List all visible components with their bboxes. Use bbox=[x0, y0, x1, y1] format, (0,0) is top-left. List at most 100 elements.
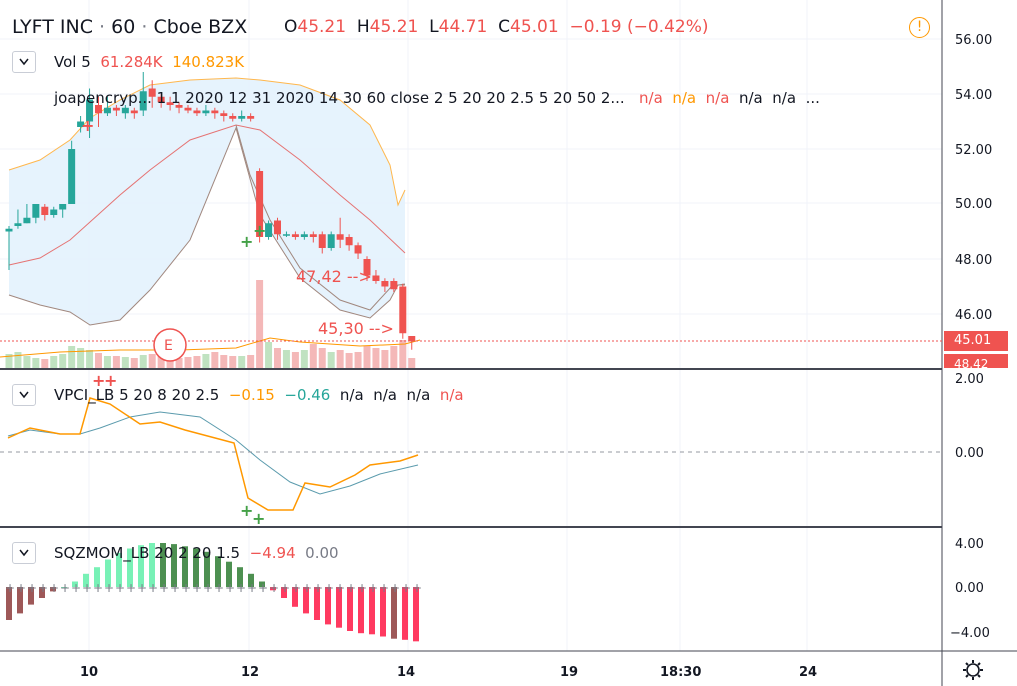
momentum-bar bbox=[369, 587, 375, 635]
earnings-label: E bbox=[164, 338, 173, 354]
squeeze-dot: + bbox=[115, 581, 125, 595]
vpci-line bbox=[7, 397, 419, 511]
time-axis[interactable]: 10 12 14 19 18:30 24 bbox=[80, 665, 817, 680]
annotation-47-42: 47,42 --> bbox=[296, 267, 372, 286]
momentum-bar bbox=[160, 543, 166, 587]
volume-bar bbox=[175, 358, 183, 368]
alert-icon[interactable]: ! bbox=[909, 17, 930, 38]
squeeze-dot: + bbox=[5, 581, 15, 595]
indicator-params: joapencryp... 1 1 2020 12 31 2020 14 30 … bbox=[54, 89, 625, 107]
squeeze-dot: + bbox=[324, 581, 334, 595]
momentum-bar bbox=[17, 587, 23, 614]
volume-bar bbox=[77, 348, 85, 368]
volume-bar bbox=[211, 352, 219, 368]
candle-body bbox=[265, 223, 273, 237]
volume-bar bbox=[300, 350, 308, 368]
squeeze-dot: + bbox=[269, 581, 279, 595]
candlestick-series bbox=[5, 72, 416, 350]
time-tick: 14 bbox=[397, 665, 415, 680]
volume-value: 61.284K bbox=[100, 53, 163, 71]
symbol-name[interactable]: LYFT INC bbox=[12, 16, 93, 38]
price-tick: 56.00 bbox=[955, 33, 992, 48]
candle-body bbox=[381, 281, 389, 287]
candle-body bbox=[211, 110, 219, 114]
collapse-vpci-button[interactable] bbox=[12, 384, 36, 406]
vpci-lines bbox=[7, 397, 419, 511]
volume-bar bbox=[318, 348, 326, 368]
squeeze-histogram: + + + + + + + + + + + + + + + + + + + + + + + + + + + + + + + + + + + + + + bbox=[5, 543, 422, 642]
squeeze-dot: + bbox=[247, 581, 257, 595]
squeeze-dot: + bbox=[258, 581, 268, 595]
collapse-volume-button[interactable] bbox=[12, 51, 36, 73]
candle-body bbox=[112, 107, 120, 111]
momentum-bar bbox=[270, 587, 276, 591]
volume-bar bbox=[363, 346, 371, 368]
price-tick: 48.00 bbox=[955, 253, 992, 268]
last-price-label: 45.01 bbox=[944, 331, 1008, 351]
collapse-sqzmom-button[interactable] bbox=[12, 542, 36, 564]
momentum-bar bbox=[336, 587, 342, 628]
indicator-legend[interactable]: joapencryp... 1 1 2020 12 31 2020 14 30 … bbox=[54, 89, 820, 107]
candle-body bbox=[68, 149, 76, 204]
candle-body bbox=[345, 237, 353, 246]
price-tick: 52.00 bbox=[955, 143, 992, 158]
candle-body bbox=[408, 336, 416, 342]
annotation-45-30: 45,30 --> bbox=[318, 319, 394, 338]
volume-ma-value: 140.823K bbox=[172, 53, 245, 71]
candle-body bbox=[309, 234, 317, 237]
interval[interactable]: 60 bbox=[111, 16, 136, 38]
squeeze-dot: + bbox=[291, 581, 301, 595]
volume-bar bbox=[86, 350, 94, 368]
squeeze-dot: + bbox=[236, 581, 246, 595]
candle-body bbox=[220, 113, 228, 116]
high-value: 45.21 bbox=[369, 17, 419, 37]
candle-body bbox=[193, 110, 201, 114]
vpci-legend: VPCI_LB 5 20 8 20 2.5 −0.15 −0.46 n/a n/… bbox=[54, 386, 464, 404]
secondary-price-label: 48.42 bbox=[944, 354, 1008, 368]
volume-bar bbox=[32, 358, 40, 368]
momentum-bar bbox=[325, 587, 331, 625]
candle-body bbox=[327, 234, 335, 248]
squeeze-dot: + bbox=[126, 581, 136, 595]
momentum-bar bbox=[226, 561, 232, 587]
volume-bar bbox=[309, 344, 317, 368]
symbol-header: LYFT INC · 60 · Cboe BZX bbox=[12, 16, 248, 38]
squeeze-dot: + bbox=[280, 581, 290, 595]
momentum-bar bbox=[39, 587, 45, 598]
upper-band bbox=[8, 77, 406, 207]
volume-bars bbox=[0, 280, 421, 368]
candle-body bbox=[5, 228, 13, 232]
momentum-bar bbox=[292, 587, 298, 607]
candle-body bbox=[229, 116, 237, 119]
candle-body bbox=[336, 234, 344, 240]
price-axis[interactable]: 56.00 54.00 52.00 50.00 48.00 46.00 2.00… bbox=[950, 33, 992, 641]
candle-body bbox=[148, 88, 156, 97]
momentum-bar bbox=[138, 545, 144, 587]
momentum-bar bbox=[116, 552, 122, 587]
volume-bar bbox=[112, 356, 120, 368]
svg-text:+: + bbox=[92, 371, 105, 390]
candle-body bbox=[184, 107, 192, 111]
volume-bar bbox=[354, 352, 362, 368]
squeeze-dot: + bbox=[357, 581, 367, 595]
volume-bar bbox=[247, 355, 255, 368]
squeeze-dot: + bbox=[49, 581, 59, 595]
momentum-bar bbox=[6, 587, 12, 620]
time-tick: 19 bbox=[560, 665, 578, 680]
earnings-marker[interactable] bbox=[153, 328, 187, 362]
volume-bar bbox=[345, 353, 353, 368]
momentum-bar bbox=[215, 556, 221, 587]
vpci-signal-line bbox=[7, 411, 419, 495]
basis-line bbox=[8, 124, 406, 266]
volume-bar bbox=[50, 356, 58, 368]
volume-bar bbox=[327, 352, 335, 368]
squeeze-dot: + bbox=[225, 581, 235, 595]
squeeze-dot: + bbox=[379, 581, 389, 595]
squeeze-dot: + bbox=[16, 581, 26, 595]
volume-bar bbox=[220, 355, 228, 368]
squeeze-dot: + bbox=[401, 581, 411, 595]
volume-bar bbox=[399, 340, 407, 368]
settings-gear-icon[interactable] bbox=[963, 660, 983, 680]
candle-body bbox=[300, 234, 308, 237]
